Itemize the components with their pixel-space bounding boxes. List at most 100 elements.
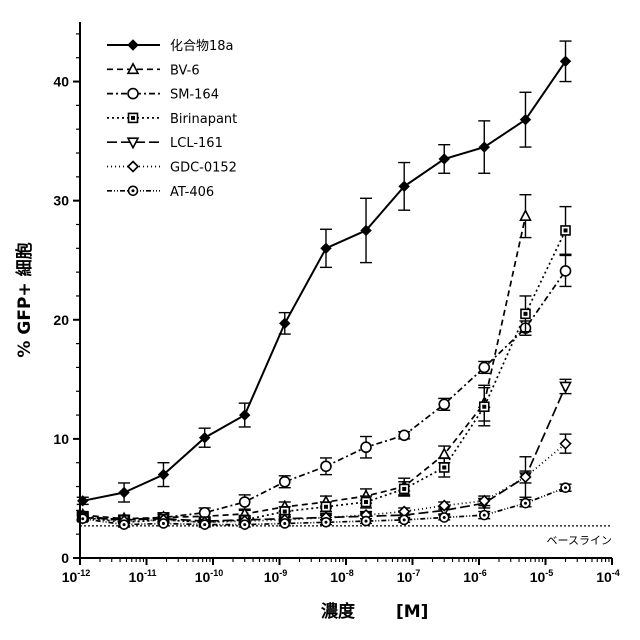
legend-marker bbox=[128, 89, 138, 99]
circle-marker-dot bbox=[162, 522, 165, 525]
data-point bbox=[440, 463, 449, 472]
diamond-marker bbox=[321, 243, 331, 253]
series-化合物18a bbox=[77, 41, 572, 506]
y-tick-label: 20 bbox=[53, 312, 69, 328]
x-tick-label: 10-12 bbox=[62, 568, 91, 585]
data-point bbox=[400, 515, 409, 524]
data-point bbox=[439, 399, 449, 409]
square-marker-dot bbox=[482, 405, 486, 409]
legend-label: BV-6 bbox=[170, 63, 200, 78]
data-point bbox=[520, 211, 530, 221]
legend-item: GDC-0152 bbox=[107, 161, 237, 176]
x-tick-label: 10-10 bbox=[195, 568, 224, 585]
data-point bbox=[561, 266, 571, 276]
circle-marker-dot bbox=[443, 516, 446, 519]
data-point bbox=[200, 520, 209, 529]
x-tick-label: 10-5 bbox=[530, 568, 554, 585]
circle-marker bbox=[128, 89, 138, 99]
circle-marker-dot bbox=[132, 189, 135, 192]
legend-label: 化合物18a bbox=[170, 39, 234, 54]
circle-marker bbox=[399, 430, 409, 440]
diamond-marker bbox=[280, 318, 290, 328]
x-tick-label: 10-6 bbox=[463, 568, 487, 585]
circle-marker-dot bbox=[524, 502, 527, 505]
triangle-marker bbox=[561, 382, 571, 392]
data-point bbox=[280, 318, 290, 328]
legend-label: GDC-0152 bbox=[170, 161, 237, 176]
circle-marker bbox=[561, 266, 571, 276]
circle-marker-dot bbox=[324, 521, 327, 524]
data-point bbox=[480, 402, 489, 411]
circle-marker bbox=[280, 477, 290, 487]
x-axis-title: 濃度 bbox=[321, 601, 356, 622]
data-point bbox=[399, 430, 409, 440]
diamond-marker bbox=[128, 162, 138, 172]
data-point bbox=[280, 519, 289, 528]
series-line bbox=[83, 61, 566, 501]
series-Birinapant bbox=[77, 207, 572, 527]
square-marker-dot bbox=[283, 510, 287, 514]
data-point bbox=[240, 410, 250, 420]
data-point bbox=[521, 499, 530, 508]
square-marker-dot bbox=[364, 500, 368, 504]
data-point bbox=[561, 439, 571, 449]
data-point bbox=[321, 461, 331, 471]
legend-marker bbox=[128, 40, 138, 50]
y-axis-title: % GFP+ 細胞 bbox=[14, 242, 35, 357]
data-point bbox=[159, 519, 168, 528]
legend-label: AT-406 bbox=[170, 185, 214, 200]
data-point bbox=[240, 497, 250, 507]
legend-label: SM-164 bbox=[170, 88, 219, 103]
baseline-label: ベースライン bbox=[547, 534, 612, 547]
circle-marker-dot bbox=[283, 522, 286, 525]
x-tick-label: 10-9 bbox=[264, 568, 288, 585]
legend-marker bbox=[128, 162, 138, 172]
legend-item: 化合物18a bbox=[107, 39, 234, 54]
legend-marker bbox=[129, 186, 138, 195]
circle-marker-dot bbox=[81, 517, 84, 520]
data-point bbox=[240, 520, 249, 529]
data-point bbox=[561, 382, 571, 392]
legend: 化合物18a BV-6 SM-164 Birinapant LCL-161 GDC-015… bbox=[107, 39, 237, 200]
circle-marker bbox=[321, 461, 331, 471]
legend-item: SM-164 bbox=[107, 88, 219, 103]
data-point bbox=[361, 442, 371, 452]
x-tick-label: 10-4 bbox=[596, 568, 620, 585]
legend-item: Birinapant bbox=[107, 112, 237, 127]
data-point bbox=[561, 483, 570, 492]
data-point bbox=[400, 484, 409, 493]
square-marker-dot bbox=[564, 228, 568, 232]
square-marker-dot bbox=[523, 312, 527, 316]
legend-item: LCL-161 bbox=[107, 136, 223, 151]
diamond-marker bbox=[128, 40, 138, 50]
data-point bbox=[440, 513, 449, 522]
circle-marker-dot bbox=[403, 518, 406, 521]
data-point bbox=[280, 477, 290, 487]
data-point bbox=[479, 362, 489, 372]
x-axis-unit: [M] bbox=[396, 602, 428, 622]
data-point bbox=[119, 487, 129, 497]
series-SM-164 bbox=[77, 255, 572, 524]
y-tick-label: 10 bbox=[53, 431, 69, 447]
square-marker-dot bbox=[324, 505, 328, 509]
legend-marker bbox=[129, 113, 138, 122]
circle-marker-dot bbox=[123, 523, 126, 526]
data-point bbox=[362, 517, 371, 526]
circle-marker bbox=[479, 362, 489, 372]
data-point bbox=[362, 498, 371, 507]
data-point bbox=[561, 226, 570, 235]
series-line bbox=[83, 271, 566, 520]
circle-marker bbox=[240, 497, 250, 507]
diamond-marker bbox=[561, 439, 571, 449]
circle-marker-dot bbox=[203, 523, 206, 526]
series-layer bbox=[77, 41, 572, 529]
series-line bbox=[83, 216, 526, 519]
data-point bbox=[479, 142, 489, 152]
circle-marker-dot bbox=[564, 486, 567, 489]
square-marker-dot bbox=[442, 465, 446, 469]
data-point bbox=[521, 309, 530, 318]
diamond-marker bbox=[119, 487, 129, 497]
circle-marker bbox=[361, 442, 371, 452]
data-point bbox=[321, 243, 331, 253]
